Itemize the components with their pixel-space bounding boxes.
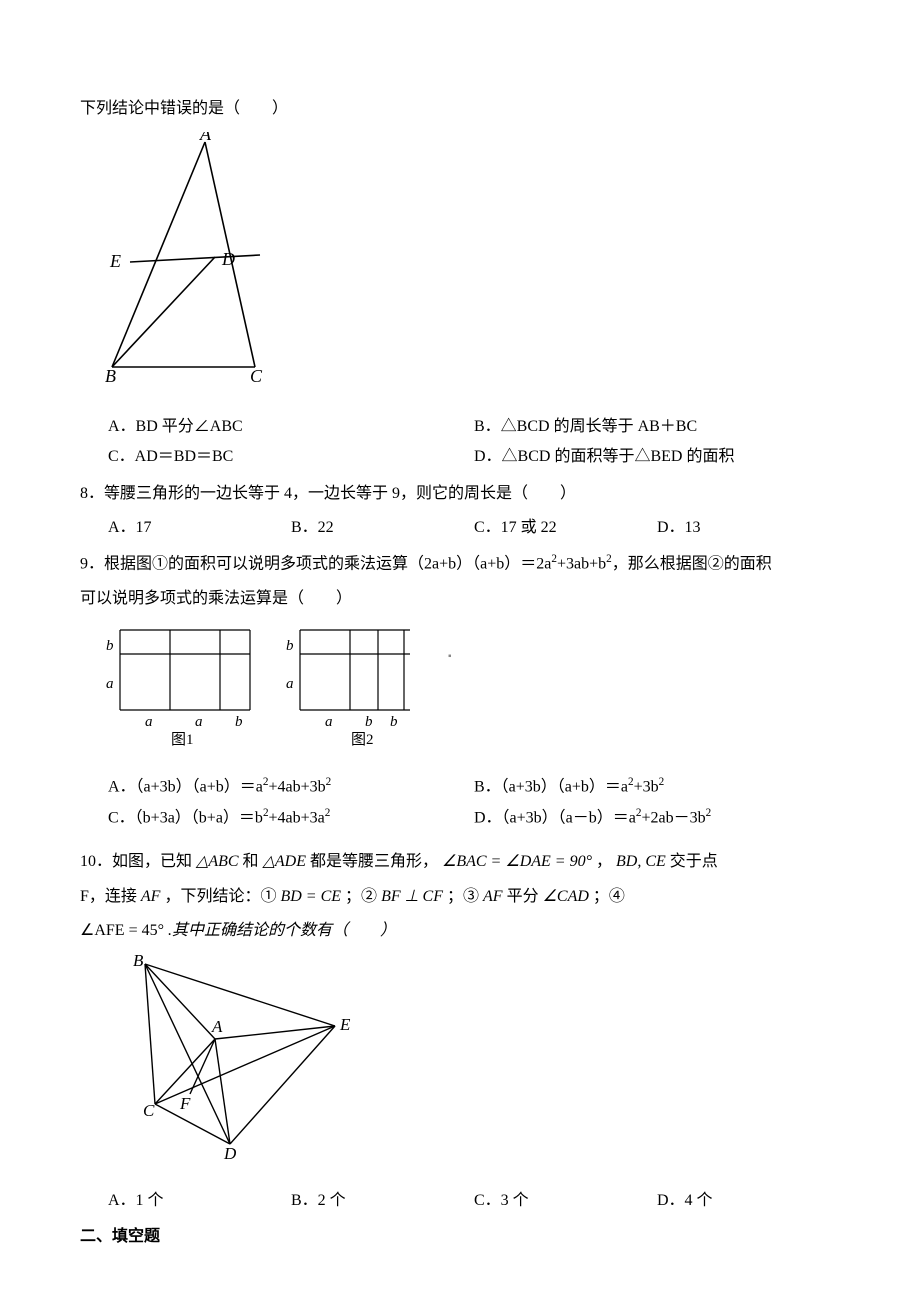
q8-opt-d: D．13 [657,513,840,543]
q7-opt-a: A．BD 平分∠ABC [108,412,474,442]
q7-opt-b: B．△BCD 的周长等于 AB＋BC [474,412,840,442]
svg-text:图2: 图2 [351,731,374,748]
svg-text:b: b [365,714,373,730]
q9-opt-a: A．（a+3b）（a+b）＝a2+4ab+3b2 [108,772,474,803]
q9-stem-suffix: ，那么根据图②的面积 [612,556,772,573]
q10-opt-b: B．2 个 [291,1186,474,1216]
q9-opt-c-s2: 2 [325,807,331,819]
svg-text:b: b [286,638,294,654]
svg-text:C: C [250,366,263,386]
q9-opt-b-s2: 2 [659,776,665,788]
q9-opt-a-s2: 2 [326,776,332,788]
svg-text:a: a [195,714,203,730]
q10-stem-line3: ∠AFE = 45° .其中正确结论的个数有（ ） [80,916,840,946]
q9-opt-d-mid: +2ab－3b [641,809,705,826]
q7-opt-d: D．△BCD 的面积等于△BED 的面积 [474,442,840,472]
q10-figure: A B C D E F [100,954,840,1177]
svg-text:F: F [179,1094,191,1113]
svg-text:D: D [221,249,235,269]
q9-stem-prefix: 9．根据图①的面积可以说明多项式的乘法运算（2a+b）（a+b）＝2a [80,556,551,573]
q9-stem-mid: +3ab+b [557,556,606,573]
q10-opt-d: D．4 个 [657,1186,840,1216]
svg-text:a: a [145,714,153,730]
svg-text:C: C [143,1101,155,1120]
q9-opt-c-mid: +4ab+3a [269,809,325,826]
q8-opt-c: C．17 或 22 [474,513,657,543]
q9-options: A．（a+3b）（a+b）＝a2+4ab+3b2 B．（a+3b）（a+b）＝a… [80,772,840,833]
svg-text:E: E [109,251,121,271]
section-2-heading: 二、填空题 [80,1222,840,1252]
q9-opt-c: C．（b+3a）（b+a）＝b2+4ab+3a2 [108,803,474,834]
svg-text:b: b [235,714,243,730]
q9-figure: baaab图1baabbb图2 [90,622,840,763]
page-center-marker: ▪ [448,651,452,662]
q9-opt-d-pre: D．（a+3b）（a－b）＝a [474,809,636,826]
svg-text:A: A [211,1017,223,1036]
q9-opt-b-mid: +3b [634,778,659,795]
svg-text:a: a [286,676,294,692]
q10-stem-line1: 10．如图，已知 △ABC 和 △ADE 都是等腰三角形， ∠BAC = ∠DA… [80,847,840,877]
svg-text:A: A [199,132,212,144]
q9-opt-a-pre: A．（a+3b）（a+b）＝a [108,778,263,795]
svg-text:E: E [339,1015,351,1034]
q10-opt-c: C．3 个 [474,1186,657,1216]
svg-text:B: B [105,366,116,386]
svg-text:b: b [390,714,398,730]
q7-stem: 下列结论中错误的是（ ） [80,94,840,124]
svg-text:a: a [325,714,333,730]
q8-opt-a: A．17 [108,513,291,543]
svg-text:图1: 图1 [171,731,194,748]
q9-opt-c-pre: C．（b+3a）（b+a）＝b [108,809,263,826]
svg-text:a: a [106,676,114,692]
q9-opt-d-s2: 2 [706,807,712,819]
q9-opt-a-mid: +4ab+3b [269,778,326,795]
q10-options: A．1 个 B．2 个 C．3 个 D．4 个 [80,1186,840,1216]
q8-stem: 8．等腰三角形的一边长等于 4，一边长等于 9，则它的周长是（ ） [80,479,840,509]
q9-stem-line1: 9．根据图①的面积可以说明多项式的乘法运算（2a+b）（a+b）＝2a2+3ab… [80,549,840,580]
q9-opt-b-pre: B．（a+3b）（a+b）＝a [474,778,628,795]
svg-text:D: D [223,1144,237,1163]
q7-options: A．BD 平分∠ABC B．△BCD 的周长等于 AB＋BC C．AD＝BD＝B… [80,412,840,473]
q10-opt-a: A．1 个 [108,1186,291,1216]
svg-text:b: b [106,638,114,654]
q7-opt-c: C．AD＝BD＝BC [108,442,474,472]
q9-opt-b: B．（a+3b）（a+b）＝a2+3b2 [474,772,840,803]
q10-stem-line2: F，连接 AF ，下列结论：① BD = CE ；② BF ⊥ CF ；③ AF… [80,882,840,912]
q9-stem-line2: 可以说明多项式的乘法运算是（ ） [80,584,840,614]
svg-text:B: B [133,954,144,970]
q8-opt-b: B．22 [291,513,474,543]
q9-opt-d: D．（a+3b）（a－b）＝a2+2ab－3b2 [474,803,840,834]
q7-figure: A B C D E [100,132,840,403]
q8-options: A．17 B．22 C．17 或 22 D．13 [80,513,840,543]
